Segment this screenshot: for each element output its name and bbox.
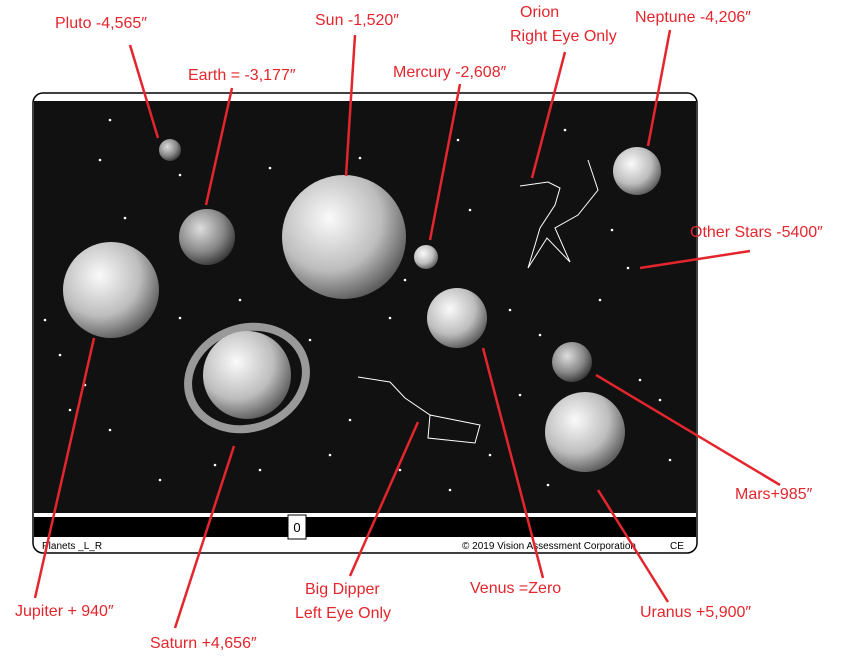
- star: [348, 418, 352, 422]
- label: Orion: [520, 4, 559, 21]
- card-name: Planets _L_R: [42, 541, 102, 552]
- star: [546, 483, 550, 487]
- star: [488, 453, 492, 457]
- counter-box: [287, 514, 307, 540]
- label: Earth = -3,177″: [188, 67, 296, 84]
- star: [518, 393, 522, 397]
- orion: [519, 159, 599, 269]
- label: Sun -1,520″: [315, 12, 399, 29]
- label: Big Dipper: [305, 581, 380, 598]
- uranus: [545, 392, 625, 472]
- star: [213, 463, 217, 467]
- label: Neptune -4,206″: [635, 9, 751, 26]
- leader-line: [428, 83, 462, 241]
- label: Mars+985″: [735, 486, 813, 503]
- label: Saturn +4,656″: [150, 635, 257, 652]
- star: [43, 318, 47, 322]
- leader-line: [595, 373, 781, 487]
- leader-line: [344, 34, 357, 177]
- star: [638, 378, 642, 382]
- star: [668, 458, 672, 462]
- earth: [179, 209, 235, 265]
- neptune: [613, 147, 661, 195]
- star: [268, 166, 272, 170]
- star: [108, 118, 112, 122]
- leader-line: [639, 249, 751, 270]
- strip: [34, 517, 696, 537]
- star: [448, 488, 452, 492]
- star: [403, 278, 407, 282]
- planets: [63, 139, 661, 472]
- star: [123, 216, 127, 220]
- sun: [282, 175, 406, 299]
- star: [68, 408, 72, 412]
- leader-line: [596, 489, 670, 603]
- star: [358, 156, 362, 160]
- leader-line: [204, 87, 234, 206]
- star: [658, 398, 662, 402]
- copyright: © 2019 Vision Assessment Corporation: [462, 541, 636, 552]
- star: [58, 353, 62, 357]
- star: [456, 138, 460, 142]
- leader-line: [173, 445, 236, 629]
- label: Pluto -4,565″: [55, 15, 147, 32]
- counter: 0: [293, 520, 300, 535]
- star: [508, 308, 512, 312]
- ce-mark: CE: [670, 541, 684, 552]
- label: Uranus +5,900″: [640, 604, 751, 621]
- star: [538, 333, 542, 337]
- mars: [552, 342, 592, 382]
- star: [626, 266, 630, 270]
- label: Left Eye Only: [295, 605, 391, 622]
- star: [398, 468, 402, 472]
- big-dipper: [357, 376, 481, 444]
- label: Other Stars -5400″: [690, 224, 823, 241]
- mercury: [414, 245, 438, 269]
- star: [108, 428, 112, 432]
- star: [598, 298, 602, 302]
- star: [610, 228, 614, 232]
- labels: Pluto -4,565″ Earth = -3,177″ Sun -1,520″ M…: [15, 4, 823, 652]
- star: [328, 453, 332, 457]
- leader-line: [481, 347, 545, 579]
- venus: [427, 288, 487, 348]
- leader-line: [128, 44, 160, 139]
- star: [563, 128, 567, 132]
- leader-line: [33, 337, 96, 599]
- label: Jupiter + 940″: [15, 603, 114, 620]
- stars: [43, 118, 672, 492]
- star: [258, 468, 262, 472]
- leader-line: [646, 29, 672, 147]
- star: [388, 316, 392, 320]
- label: Right Eye Only: [510, 28, 617, 45]
- star: [468, 208, 472, 212]
- label: Venus =Zero: [470, 580, 561, 597]
- label: Mercury -2,608″: [393, 64, 507, 81]
- star: [238, 298, 242, 302]
- leader-line: [530, 51, 567, 179]
- star: [178, 173, 182, 177]
- star: [308, 338, 312, 342]
- leader-line: [348, 421, 420, 577]
- saturn: [203, 331, 291, 419]
- pluto: [159, 139, 181, 161]
- jupiter: [63, 242, 159, 338]
- saturn-ring: [184, 322, 310, 434]
- star: [98, 158, 102, 162]
- star: [158, 478, 162, 482]
- star: [178, 316, 182, 320]
